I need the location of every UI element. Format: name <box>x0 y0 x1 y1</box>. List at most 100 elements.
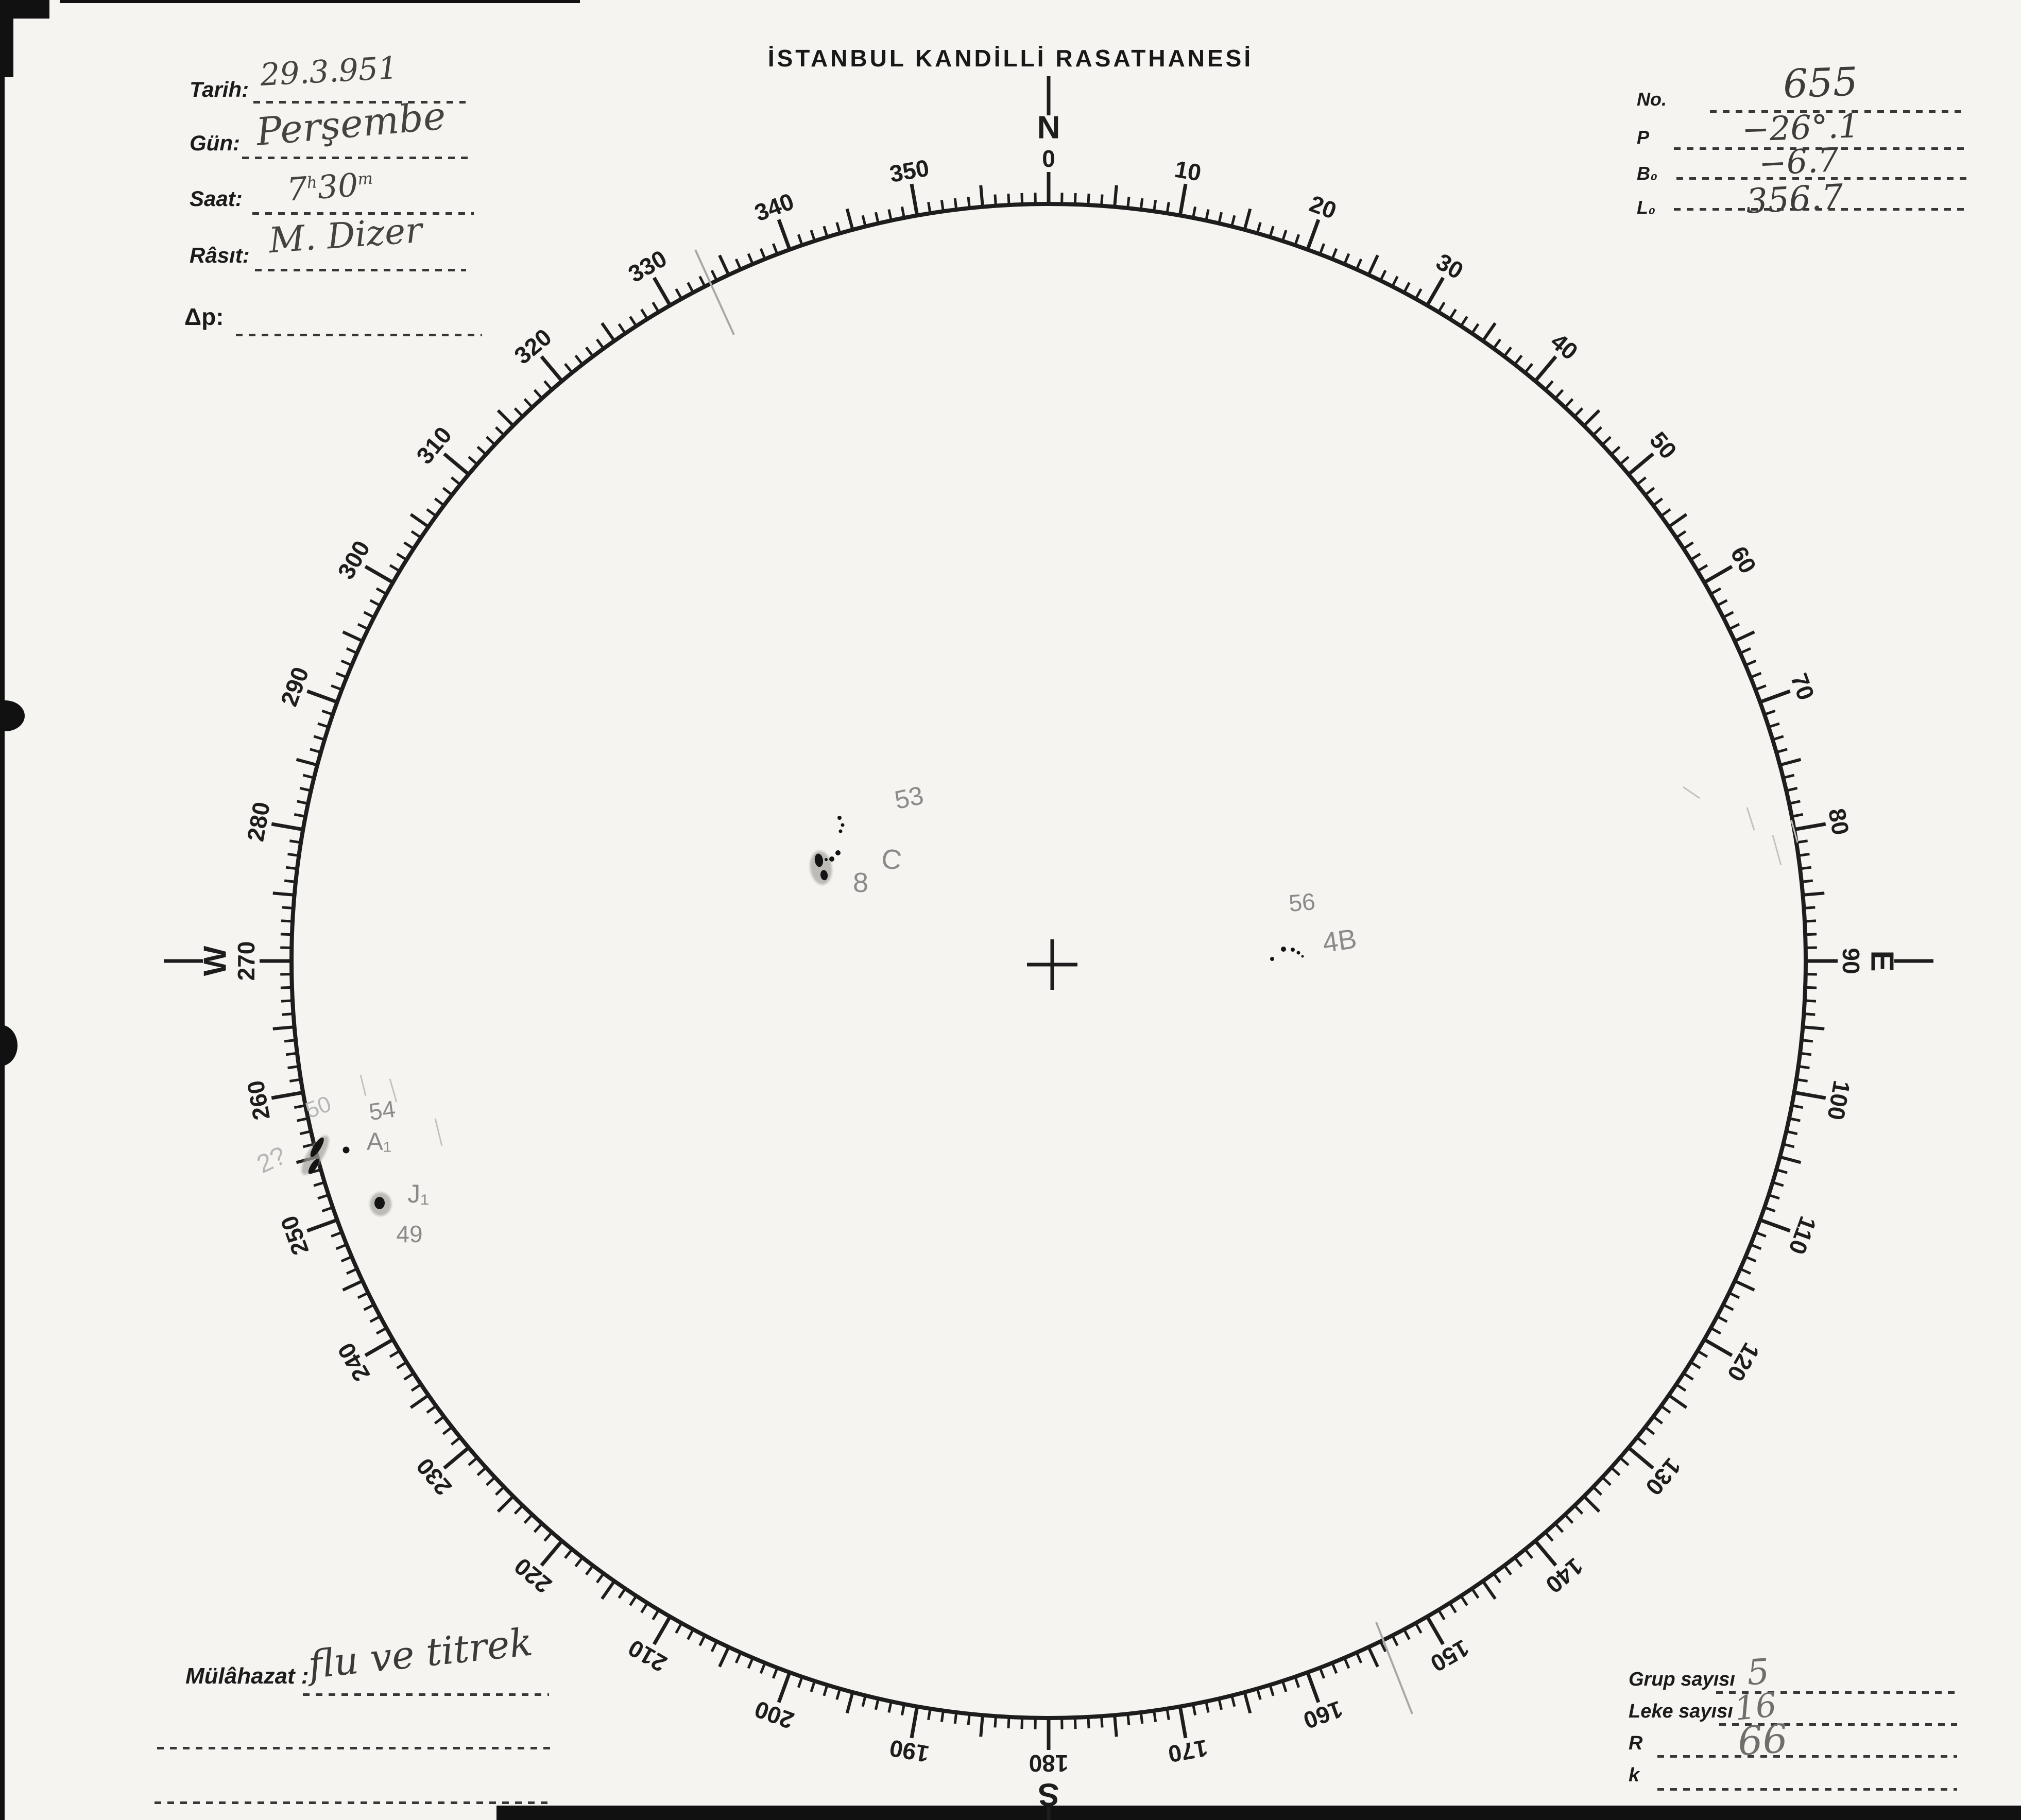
degree-tick <box>1503 1565 1512 1576</box>
degree-tick <box>357 1292 369 1299</box>
degree-tick <box>710 269 718 281</box>
degree-tick <box>287 1065 299 1070</box>
degree-tick <box>523 398 534 408</box>
degree-tick <box>1592 426 1602 436</box>
degree-tick <box>1764 709 1776 716</box>
degree-tick <box>410 1383 422 1392</box>
field-line-r <box>1657 1755 1957 1758</box>
degree-tick <box>1716 1315 1728 1323</box>
degree-tick <box>1139 1712 1144 1724</box>
degree-tick <box>1601 1476 1612 1486</box>
degree-tick <box>1414 288 1423 300</box>
degree-tick <box>443 452 470 476</box>
field-line-mulahazat <box>303 1693 549 1696</box>
degree-tick <box>284 1039 296 1043</box>
faint-pencil-mark <box>1772 835 1782 866</box>
degree-tick <box>289 839 301 844</box>
faint-pencil-mark <box>389 1078 398 1103</box>
field-label-r: R <box>1629 1732 1643 1754</box>
compass-letter-E: E <box>1864 950 1900 971</box>
degree-tick <box>994 194 997 206</box>
sunspot-dot <box>342 1146 350 1154</box>
degree-tick <box>287 852 299 857</box>
degree-tick <box>1786 786 1798 792</box>
degree-tick <box>1470 323 1480 334</box>
degree-tick <box>900 1704 905 1716</box>
degree-tick <box>861 1695 867 1707</box>
field-line-no <box>1710 110 1967 113</box>
degree-tick <box>1269 226 1275 237</box>
pencil-slash <box>1375 1622 1413 1714</box>
degree-tick <box>310 748 321 754</box>
degree-label: 320 <box>509 323 556 369</box>
degree-tick <box>306 1218 338 1233</box>
notes-line-2 <box>157 1747 551 1749</box>
degree-tick <box>1460 316 1468 327</box>
scan-artifact-corner-side <box>0 0 13 77</box>
degree-tick <box>835 1688 842 1700</box>
degree-tick <box>629 316 638 327</box>
degree-tick <box>874 212 880 224</box>
sunspot-dot <box>829 856 834 862</box>
degree-tick <box>1728 623 1740 630</box>
degree-tick <box>1660 508 1671 517</box>
sunspot-dot <box>835 850 841 855</box>
degree-tick <box>357 623 369 630</box>
degree-tick <box>396 1361 407 1369</box>
degree-tick <box>979 185 984 207</box>
degree-tick <box>1503 346 1512 357</box>
sunspot-dot <box>1281 947 1286 952</box>
field-label-grup: Grup sayısı <box>1629 1669 1735 1690</box>
pencil-slash <box>694 249 735 335</box>
sunspot-dot <box>838 829 843 833</box>
degree-label: 160 <box>1300 1695 1346 1734</box>
degree-label: 100 <box>1822 1078 1856 1122</box>
degree-tick <box>1804 906 1816 909</box>
degree-tick <box>375 1327 387 1335</box>
degree-tick <box>1768 722 1780 729</box>
degree-tick <box>1448 308 1457 320</box>
group-annotation-group-49-west-limb: 54 <box>367 1095 397 1126</box>
degree-label: 220 <box>509 1553 556 1599</box>
group-annotation-group-49-west-limb: J₁ <box>407 1179 429 1208</box>
degree-tick <box>1367 1646 1379 1668</box>
degree-tick <box>601 1580 616 1600</box>
field-line-dp <box>236 334 482 336</box>
degree-tick <box>1343 253 1350 265</box>
field-line-rasit <box>255 269 466 271</box>
degree-tick <box>1230 215 1236 227</box>
degree-tick <box>845 208 854 230</box>
degree-tick <box>1178 1706 1188 1739</box>
degree-tick <box>1524 1548 1533 1559</box>
degree-tick <box>1745 659 1757 666</box>
degree-tick <box>364 1337 394 1358</box>
degree-tick <box>403 541 415 550</box>
faint-pencil-mark <box>1746 807 1755 831</box>
degree-tick <box>1592 1486 1602 1496</box>
degree-tick <box>861 215 867 227</box>
degree-label: 310 <box>411 421 457 469</box>
degree-tick <box>1493 1572 1501 1584</box>
degree-tick <box>476 1466 487 1476</box>
degree-label: 90 <box>1838 948 1864 974</box>
degree-tick <box>640 1602 649 1613</box>
degree-tick <box>513 1504 524 1515</box>
degree-tick <box>1331 1662 1338 1674</box>
degree-label: 260 <box>242 1078 275 1122</box>
compass-letter-S: S <box>1038 1777 1059 1812</box>
degree-tick <box>1355 1652 1363 1664</box>
degree-tick <box>540 1539 563 1567</box>
degree-tick <box>486 1476 496 1486</box>
degree-tick <box>797 234 803 246</box>
degree-tick <box>346 1267 358 1275</box>
degree-tick <box>1414 1622 1423 1634</box>
degree-tick <box>1779 1155 1802 1164</box>
degree-tick <box>874 1698 880 1710</box>
sunspot-umbra <box>308 1158 319 1174</box>
degree-label: 10 <box>1173 156 1203 186</box>
degree-tick <box>687 1628 695 1640</box>
degree-tick <box>426 1405 437 1414</box>
degree-tick <box>1675 530 1687 539</box>
degree-tick <box>1166 1708 1170 1721</box>
page-title: İSTANBUL KANDİLLİ RASATHANESİ <box>767 45 1254 72</box>
